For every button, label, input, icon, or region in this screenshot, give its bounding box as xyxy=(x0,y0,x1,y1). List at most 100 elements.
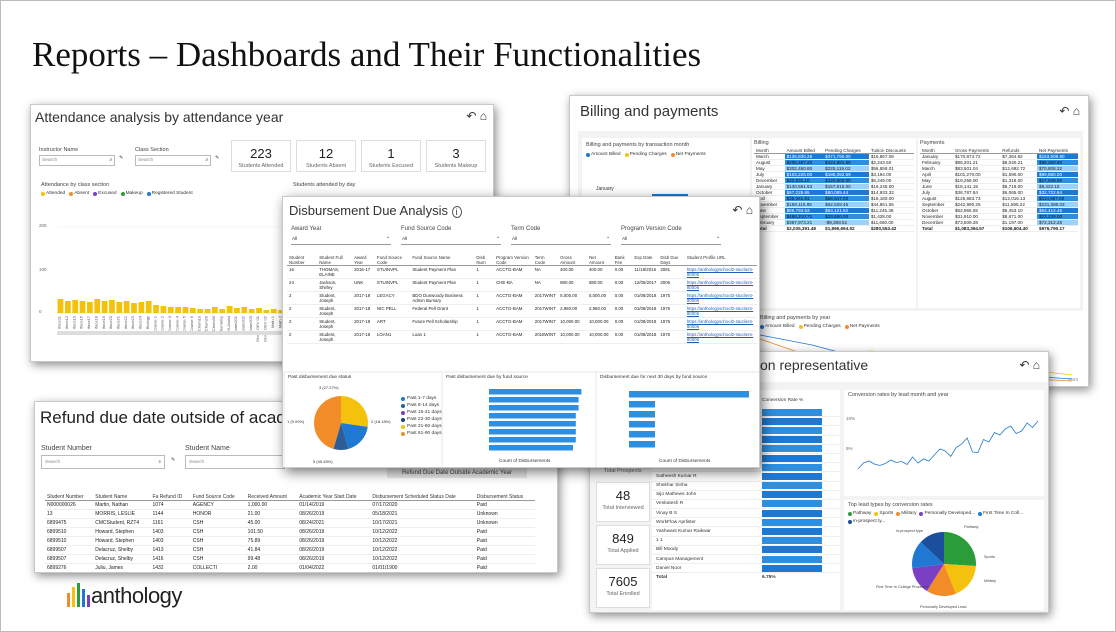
table-cell: 08/26/2019 xyxy=(297,554,371,564)
legend-swatch xyxy=(586,152,590,157)
table-cell[interactable]: https://anthologyschool2-stuclient-80006 xyxy=(684,291,757,305)
rep-row: Shekhar Sinha xyxy=(652,482,840,491)
table-cell: $53,121.52 xyxy=(823,207,869,214)
table-cell: CSH xyxy=(190,554,246,564)
conversion-line-chart: 10% 5% xyxy=(846,416,1039,470)
back-icon[interactable]: ↶ xyxy=(466,109,477,123)
table-cell[interactable]: https://anthologyschool2-stuclient-80006 xyxy=(684,278,757,292)
kpi-card: 3 Students Makeup xyxy=(426,140,486,172)
attendance-bar xyxy=(189,308,196,313)
attendance-legend-item: Registered Student xyxy=(146,191,193,196)
table-cell[interactable]: https://anthologyschool2-stuclient-80006 xyxy=(684,265,757,279)
filter-dropdown[interactable]: All ⌄ xyxy=(401,235,501,245)
table-cell: $73,509.28 xyxy=(952,219,1001,226)
x-tick-label: Exam202 xyxy=(241,315,246,333)
table-cell: $83,501.04 xyxy=(952,165,1001,172)
kpi-card: 48 Total Interviewed xyxy=(596,482,650,522)
home-icon[interactable]: ⌂ xyxy=(1072,104,1080,118)
table-row: January $170,874.72 $7,364.92 $163,509.80 xyxy=(920,153,1078,160)
rep-row: Satheesh Kumar R xyxy=(652,472,840,482)
info-icon[interactable]: i xyxy=(451,206,462,218)
class-section-search-input[interactable]: Search ⌕ xyxy=(135,155,211,166)
table-cell: Paid xyxy=(474,563,535,572)
table-row: August $205,487.20 $424,881.58 $2,243.50 xyxy=(754,159,914,166)
kpi-caption: Total Interviewed xyxy=(602,505,644,511)
home-icon[interactable]: ⌂ xyxy=(1032,358,1040,372)
kpi-card: 849 Total Applied xyxy=(596,525,650,565)
table-cell: 99.48 xyxy=(245,554,298,564)
filter-clear-icon[interactable]: ✎ xyxy=(119,156,124,161)
table-cell: December xyxy=(920,219,953,226)
table-cell: 1144 xyxy=(150,509,191,519)
filter-dropdown[interactable]: All ⌄ xyxy=(511,235,611,245)
table-row: May $302,460.80 $225,119.02 $56,858.01 xyxy=(754,165,914,172)
table-cell: 1 xyxy=(474,317,495,331)
attendance-bar xyxy=(123,301,130,313)
table-cell: November xyxy=(754,201,785,208)
table-row: December $73,509.28 $1,197.00 $72,312.28 xyxy=(920,219,1078,226)
rep-conversion-bar xyxy=(762,518,822,526)
table-cell: 10,000.00 xyxy=(586,317,613,331)
table-cell[interactable]: https://anthologyschool2-stuclient-80006 xyxy=(684,304,757,318)
column-header: Student Number xyxy=(45,494,94,501)
kpi-caption: Students Makeup xyxy=(434,163,478,169)
total-cell: Total xyxy=(920,225,953,232)
total-prospects-caption: Total Prospects xyxy=(604,468,642,474)
table-cell: $120,600.00 xyxy=(823,177,869,184)
disb-bar1-title: Past disbursement due by fund source xyxy=(446,375,528,380)
filter-clear-icon[interactable]: ✎ xyxy=(215,156,220,161)
instructor-search-input[interactable]: Search ⌕ xyxy=(39,155,115,166)
table-cell: $18,141.15 xyxy=(952,183,1001,190)
table-cell: -$9,308.51 xyxy=(823,219,869,226)
billing-title: Billing and payments xyxy=(580,103,719,120)
lead-pie-slice xyxy=(912,564,944,592)
attendance-bar xyxy=(79,301,86,313)
column-header: Month xyxy=(920,148,953,154)
student-number-search-input[interactable]: Search ⌕ xyxy=(41,455,165,469)
scrollbar xyxy=(57,331,307,335)
table-cell: $8,040.21 xyxy=(1000,159,1038,166)
table-cell: 1413 xyxy=(150,545,191,555)
table-cell: 1975 xyxy=(658,291,685,305)
column-header: Fund Source Name xyxy=(410,255,475,266)
home-icon[interactable]: ⌂ xyxy=(479,109,487,123)
table-cell: $387,973.21 xyxy=(784,219,824,226)
table-cell[interactable]: https://anthologyschool2-stuclient-80006 xyxy=(684,330,757,344)
filter-dropdown[interactable]: All ⌄ xyxy=(291,235,391,245)
legend-label: Past 31-60 days xyxy=(407,424,442,429)
rep-conversion-bar xyxy=(762,454,822,462)
table-cell: COLLECTI xyxy=(190,563,246,572)
filter-label: Program Version Code xyxy=(621,226,682,232)
filter-dropdown[interactable]: All ⌄ xyxy=(621,235,721,245)
disb-fund-bar xyxy=(489,429,576,435)
slide-title: Reports – Dashboards and Their Functiona… xyxy=(32,35,702,74)
legend-label: Past 22-30 days xyxy=(407,417,442,422)
attendance-bar xyxy=(263,310,270,313)
legend-label: Past 61-90 days xyxy=(407,431,442,436)
table-cell: $16,180.00 xyxy=(868,195,914,202)
table-cell[interactable]: https://anthologyschool2-stuclient-80006 xyxy=(684,317,757,331)
table-cell: Paid xyxy=(474,545,535,555)
home-icon[interactable]: ⌂ xyxy=(745,203,753,217)
table-cell: 0.00 xyxy=(612,304,633,318)
table-cell: 6899510 xyxy=(45,536,94,546)
attendance-bar xyxy=(204,309,211,313)
back-icon[interactable]: ↶ xyxy=(1019,358,1030,372)
column-header: Net Payments xyxy=(1037,148,1078,154)
table-cell: $6,065.00 xyxy=(1000,189,1038,196)
attendance-bar xyxy=(241,307,248,313)
attendance-bar xyxy=(219,309,226,313)
filter-clear-icon[interactable]: ✎ xyxy=(171,458,176,463)
table-cell: 2 xyxy=(287,304,318,318)
attendance-bar xyxy=(138,302,145,313)
student-name-search-input[interactable]: Search xyxy=(185,455,285,469)
back-icon[interactable]: ↶ xyxy=(732,203,743,217)
table-cell: Juliu, James xyxy=(93,563,151,572)
disb-bar1-panel: Past disbursement due by fund source Cou… xyxy=(443,373,595,467)
table-cell: 10/12/2022 xyxy=(370,545,475,555)
table-cell: $135,836.28 xyxy=(784,153,824,160)
back-icon[interactable]: ↶ xyxy=(1059,104,1070,118)
table-cell: $1,319.00 xyxy=(1000,177,1038,184)
total-cell: $1,083,394.57 xyxy=(952,225,1001,232)
table-cell: $80,085.44 xyxy=(823,189,869,196)
